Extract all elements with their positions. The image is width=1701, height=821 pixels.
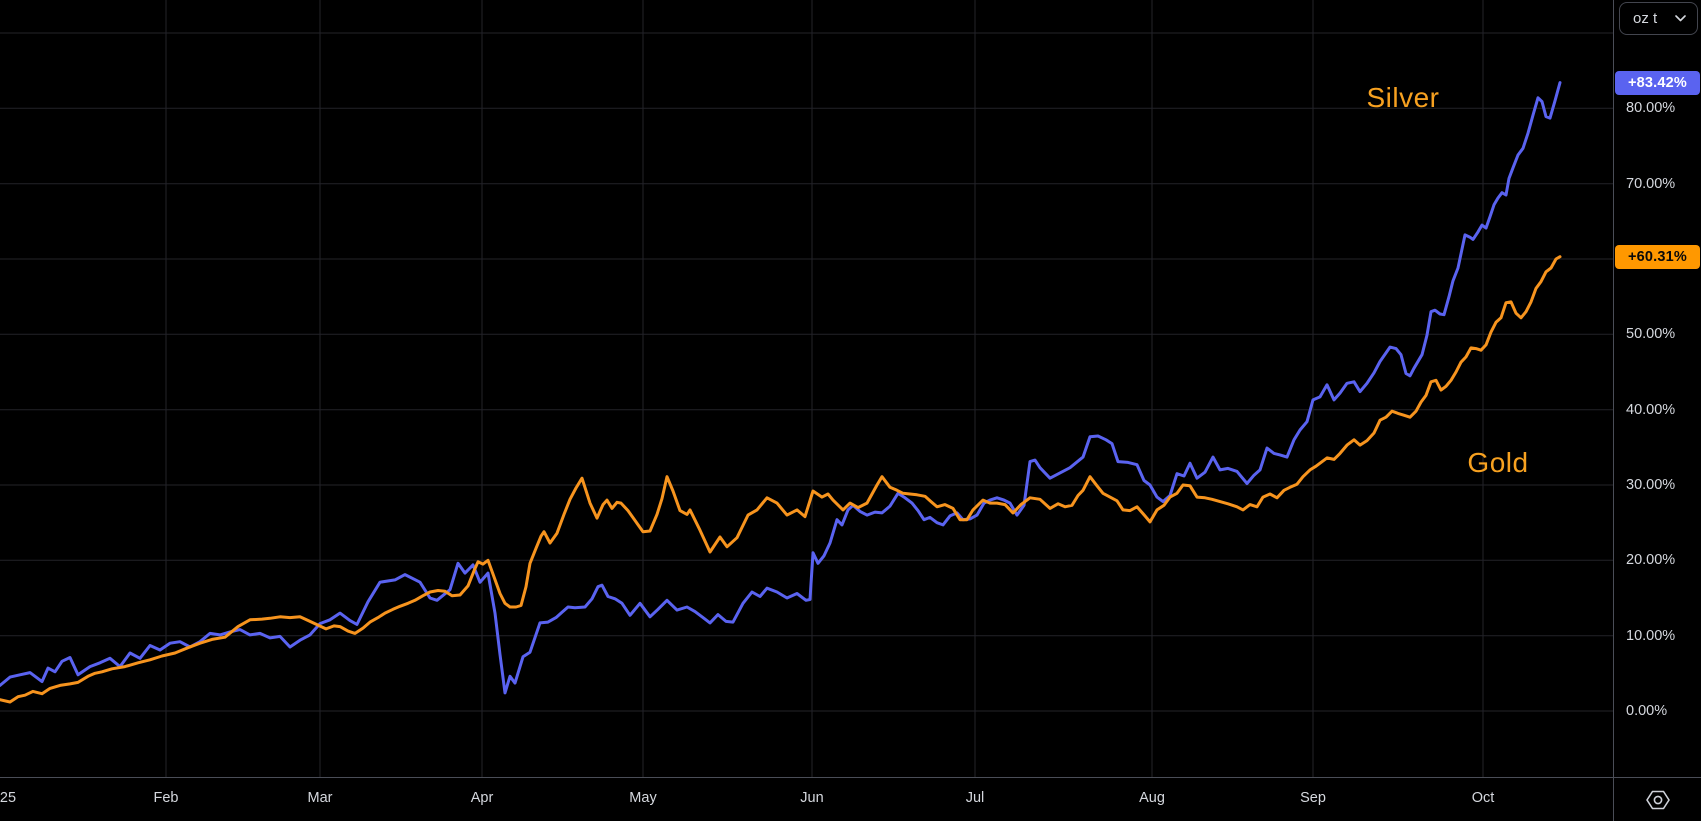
- time-scale-label: Mar: [307, 790, 333, 806]
- time-scale-label: May: [629, 790, 657, 806]
- time-scale-label: Jul: [965, 790, 985, 806]
- price-scale-label: 10.00%: [1626, 627, 1676, 644]
- time-scale-label: Aug: [1139, 790, 1165, 806]
- price-scale-label: 0.00%: [1626, 703, 1668, 719]
- price-scale-label: 30.00%: [1626, 477, 1676, 493]
- chart-canvas[interactable]: [0, 0, 1613, 777]
- time-scale-corner: [1613, 777, 1701, 821]
- last-value-tag-silver: +83.42%: [1615, 70, 1700, 95]
- time-scale-label: Feb: [153, 790, 179, 806]
- last-value-tag-gold: +60.31%: [1615, 244, 1700, 269]
- time-scale[interactable]: 25 Feb Mar Apr May Jun Jul Aug Sep Oct: [0, 777, 1613, 821]
- price-scale-label: 70.00%: [1626, 175, 1676, 192]
- time-scale-label: 25: [0, 790, 17, 806]
- price-scale[interactable]: 80.00% 70.00% 50.00% 40.00% 30.00% 20.00% 10.0…: [1613, 0, 1701, 777]
- time-scale-label: Oct: [1471, 790, 1495, 806]
- time-scale-label: Apr: [470, 790, 494, 806]
- time-scale-label: Sep: [1300, 790, 1326, 806]
- hexagon-circle-icon: [1645, 790, 1670, 809]
- price-scale-label: 20.00%: [1626, 552, 1676, 569]
- price-scale-label: 50.00%: [1626, 326, 1676, 343]
- hexagon-settings-button[interactable]: [1645, 789, 1671, 811]
- unit-dropdown-label: oz t: [1633, 10, 1658, 27]
- price-scale-label: 80.00%: [1626, 100, 1676, 117]
- gold-line[interactable]: [0, 255, 1562, 704]
- unit-dropdown[interactable]: oz t: [1619, 2, 1698, 35]
- time-scale-label: Jun: [800, 790, 824, 806]
- price-scale-label: 40.00%: [1626, 401, 1676, 418]
- chart-pane[interactable]: Silver Gold: [0, 0, 1613, 777]
- silver-line[interactable]: [0, 81, 1562, 695]
- chevron-down-icon: [1675, 15, 1686, 22]
